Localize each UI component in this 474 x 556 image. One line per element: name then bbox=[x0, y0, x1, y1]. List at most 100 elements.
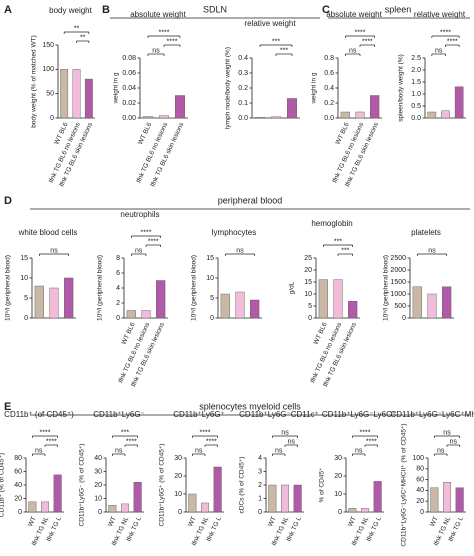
panel-title: splenocytes myeloid cells bbox=[199, 401, 301, 411]
y-tick-label: 30 bbox=[174, 455, 182, 462]
bar bbox=[348, 301, 358, 319]
sig-label: **** bbox=[148, 238, 159, 245]
sig-label: **** bbox=[40, 429, 51, 436]
sig-label: ns bbox=[35, 447, 43, 454]
bar bbox=[141, 310, 151, 319]
sig-label: *** bbox=[334, 238, 342, 245]
x-tick-label: WT bbox=[187, 516, 198, 528]
panel-letter: D bbox=[4, 195, 12, 207]
y-axis-label: CD11b⁺Ly6G⁻ (% of CD45⁺) bbox=[79, 444, 86, 527]
bar bbox=[188, 493, 197, 513]
y-tick-label: 4 bbox=[116, 285, 120, 292]
sig-label: ns bbox=[428, 247, 436, 254]
bar bbox=[49, 287, 59, 319]
bar bbox=[412, 286, 422, 319]
y-tick-label: 10 bbox=[206, 275, 214, 282]
x-tick-label: WT BL6 bbox=[137, 121, 153, 145]
y-tick-label: 20 bbox=[14, 495, 22, 502]
x-tick-label: WT bbox=[347, 516, 358, 528]
sig-label: **** bbox=[360, 429, 371, 436]
panel-letter: B bbox=[102, 4, 110, 16]
panel-letter: A bbox=[4, 4, 12, 16]
bar bbox=[293, 484, 302, 513]
sig-label: **** bbox=[126, 438, 137, 445]
bar bbox=[268, 484, 277, 513]
bar bbox=[220, 293, 230, 319]
panel-title: SDLN bbox=[203, 4, 227, 14]
sig-label: **** bbox=[447, 38, 458, 45]
bar bbox=[454, 86, 464, 119]
y-axis-label: 10⁹/l (peripheral blood) bbox=[383, 255, 390, 321]
y-tick-label: 2 bbox=[258, 482, 262, 489]
y-axis-label: weight in g bbox=[311, 72, 318, 104]
y-tick-label: 20 bbox=[416, 498, 424, 505]
bar bbox=[200, 502, 209, 513]
sig-label: **** bbox=[46, 438, 57, 445]
bar bbox=[442, 286, 452, 319]
chart-title: absolute weight bbox=[130, 10, 186, 19]
bar bbox=[271, 116, 282, 119]
y-tick-label: 0 bbox=[116, 315, 120, 322]
sig-label: **** bbox=[366, 438, 377, 445]
sig-label: **** bbox=[200, 429, 211, 436]
y-tick-label: 15 bbox=[304, 279, 312, 286]
bar bbox=[281, 484, 290, 513]
y-tick-label: 15 bbox=[206, 255, 214, 262]
y-tick-label: 80 bbox=[14, 455, 22, 462]
sig-label: *** bbox=[121, 429, 129, 436]
bar bbox=[60, 69, 69, 119]
sig-label: ns bbox=[443, 429, 451, 436]
bar bbox=[28, 501, 37, 513]
chart-title: absolute weight bbox=[326, 10, 382, 19]
y-tick-label: 50 bbox=[46, 91, 54, 98]
y-tick-label: 1.0 bbox=[411, 91, 421, 98]
chart-title: CD11b⁺Ly6G⁻Ly6C⁺MHCII⁺ bbox=[390, 410, 474, 419]
sig-label: ns bbox=[437, 447, 445, 454]
x-tick-label: WT bbox=[27, 516, 38, 528]
x-tick-label: WT bbox=[267, 516, 278, 528]
y-tick-label: 40 bbox=[94, 455, 102, 462]
bar bbox=[333, 279, 343, 319]
bar bbox=[64, 277, 74, 319]
y-tick-label: 0.04 bbox=[122, 85, 136, 92]
sig-label: ** bbox=[74, 25, 80, 32]
y-tick-label: 0 bbox=[178, 509, 182, 516]
y-axis-label: CD11b⁺Ly6G⁺ (% of CD45⁺) bbox=[159, 444, 166, 527]
chart-title: CD11b⁺ (of CD45⁺) bbox=[4, 410, 74, 419]
panel-title: spleen bbox=[385, 4, 412, 14]
y-tick-label: 2.0 bbox=[411, 67, 421, 74]
bar bbox=[427, 293, 437, 319]
y-tick-label: 0.0 bbox=[324, 115, 334, 122]
sig-label: ns bbox=[355, 447, 363, 454]
y-tick-label: 30 bbox=[94, 468, 102, 475]
y-tick-label: 0 bbox=[420, 509, 424, 516]
bar bbox=[318, 279, 328, 319]
y-axis-label: CD11b⁺Ly6G⁻Ly6C⁺MHCII⁺ (% of CD45⁺) bbox=[401, 423, 408, 546]
y-tick-label: 60 bbox=[14, 468, 22, 475]
sig-label: ns bbox=[115, 447, 123, 454]
y-axis-label: spleen/body weight (%) bbox=[398, 54, 405, 122]
bar bbox=[158, 115, 169, 119]
y-tick-label: 0.06 bbox=[122, 70, 136, 77]
y-tick-label: 2 bbox=[116, 300, 120, 307]
bar bbox=[84, 78, 93, 119]
bar bbox=[340, 111, 350, 119]
y-tick-label: 0.1 bbox=[238, 100, 248, 107]
bar bbox=[235, 291, 245, 319]
y-tick-label: 2.5 bbox=[411, 55, 421, 62]
panel-letter: E bbox=[4, 401, 11, 413]
y-tick-label: 60 bbox=[416, 476, 424, 483]
sig-label: ns bbox=[450, 438, 458, 445]
y-tick-label: 40 bbox=[416, 487, 424, 494]
sig-label: *** bbox=[341, 247, 349, 254]
chart-title: CD11b⁺Ly6G⁻ bbox=[93, 410, 145, 419]
y-axis-label: lymph node/body weight (%) bbox=[225, 47, 232, 129]
chart-title: neutrophils bbox=[120, 210, 159, 219]
y-tick-label: 0 bbox=[98, 509, 102, 516]
y-tick-label: 0.02 bbox=[122, 100, 136, 107]
y-tick-label: 0 bbox=[24, 315, 28, 322]
chart-title: CD11b⁺Ly6G⁺ bbox=[173, 410, 225, 419]
y-tick-label: 0.0 bbox=[411, 115, 421, 122]
y-tick-label: 2000 bbox=[390, 267, 406, 274]
y-tick-label: 25 bbox=[304, 255, 312, 262]
